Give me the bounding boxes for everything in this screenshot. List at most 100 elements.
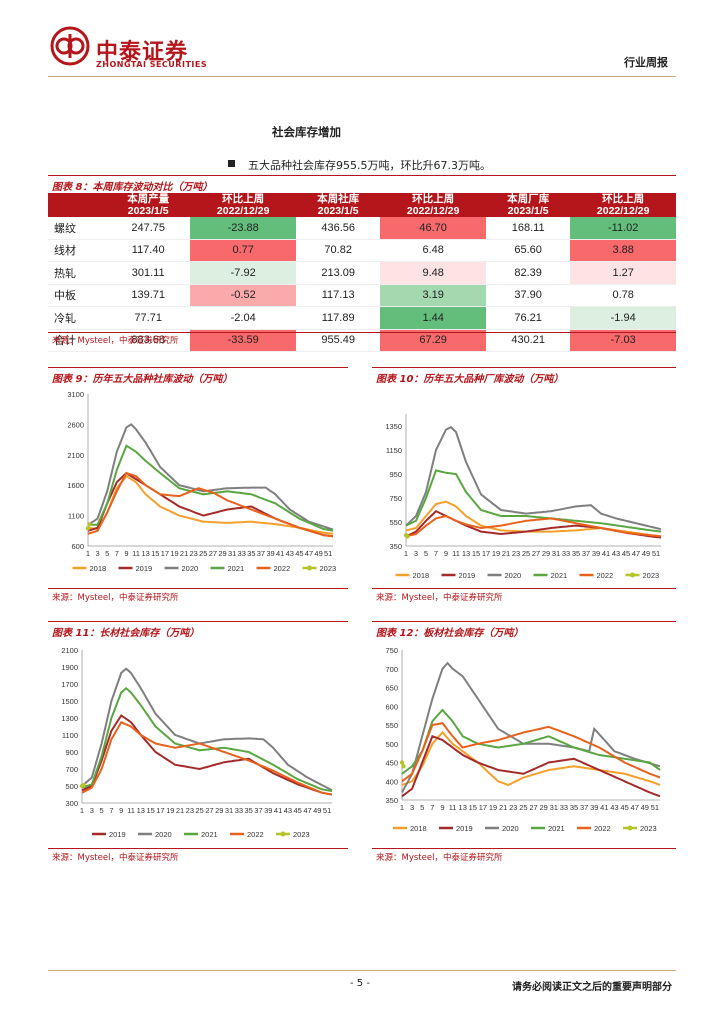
x-tick-label: 15 xyxy=(469,803,477,812)
table-row: 中板 139.71 -0.52 117.13 3.19 37.90 0.78 xyxy=(48,284,676,307)
chart12-source: 来源：Mysteel，中泰证券研究所 xyxy=(376,853,503,863)
chart10-source: 来源：Mysteel，中泰证券研究所 xyxy=(376,593,503,603)
series-2023-point xyxy=(87,522,92,527)
series-2023-point xyxy=(85,526,91,531)
table-cell: 82.39 xyxy=(485,261,571,285)
table-cell: 65.60 xyxy=(485,239,571,262)
table-cell: 117.89 xyxy=(295,306,381,330)
table-source: 来源：Mysteel，中泰证券研究所 xyxy=(52,336,179,346)
x-tick-label: 29 xyxy=(218,549,226,558)
logo-icon xyxy=(50,26,90,66)
chart9-source: 来源：Mysteel，中泰证券研究所 xyxy=(52,593,179,603)
x-tick-label: 37 xyxy=(582,549,590,558)
series-2020-line xyxy=(87,423,334,531)
chart9-bottom-divider xyxy=(48,588,348,589)
header-divider xyxy=(48,76,676,77)
y-tick-label: 650 xyxy=(385,684,398,693)
x-tick-label: 35 xyxy=(570,803,578,812)
x-tick-label: 37 xyxy=(257,549,265,558)
table-cell: 168.11 xyxy=(485,217,571,240)
series-2023-point xyxy=(81,782,86,788)
x-tick-label: 43 xyxy=(610,803,618,812)
legend-label: 2022 xyxy=(597,571,614,580)
y-tick-label: 950 xyxy=(389,470,402,479)
legend-label: 2020 xyxy=(182,564,199,573)
table-title-divider xyxy=(48,175,676,176)
series-2021-line xyxy=(81,686,333,793)
table-cell: 955.49 xyxy=(295,329,381,352)
x-tick-label: 33 xyxy=(560,803,568,812)
x-tick-label: 27 xyxy=(529,803,537,812)
x-tick-label: 31 xyxy=(225,806,233,815)
x-tick-label: 39 xyxy=(592,549,600,558)
table-title: 图表 8：本周库存波动对比（万吨） xyxy=(52,182,213,193)
company-logo xyxy=(50,26,90,66)
x-tick-label: 9 xyxy=(119,806,123,815)
series-2018-line xyxy=(87,474,334,535)
y-tick-label: 1700 xyxy=(61,680,78,689)
y-tick-label: 3100 xyxy=(67,390,84,399)
series-2018-line xyxy=(401,731,661,787)
table-header-cell: 环比上周 2022/12/29 xyxy=(570,193,676,217)
chart11-bottom-divider xyxy=(48,848,348,849)
y-tick-label: 1100 xyxy=(62,731,78,740)
x-tick-label: 11 xyxy=(132,549,140,558)
table-cell: 117.13 xyxy=(295,284,381,307)
x-tick-label: 39 xyxy=(266,549,274,558)
x-tick-label: 23 xyxy=(512,549,520,558)
x-tick-label: 29 xyxy=(539,803,547,812)
x-tick-label: 51 xyxy=(652,549,660,558)
table-cell: 3.88 xyxy=(570,239,676,262)
x-tick-label: 17 xyxy=(161,549,169,558)
table-header-corner xyxy=(48,193,106,217)
legend-marker xyxy=(280,831,286,837)
y-tick-label: 1300 xyxy=(61,714,78,723)
x-tick-label: 7 xyxy=(434,549,438,558)
table-bottom-divider xyxy=(48,332,676,333)
x-tick-label: 1 xyxy=(400,803,404,812)
x-tick-label: 35 xyxy=(244,806,252,815)
legend-marker xyxy=(307,565,312,571)
table-cell: 37.90 xyxy=(485,284,571,307)
legend-label: 2019 xyxy=(459,571,476,580)
table-header-cell: 本周社库 2023/1/5 xyxy=(295,193,381,217)
chart10-title-divider xyxy=(372,367,676,368)
x-tick-label: 17 xyxy=(479,803,487,812)
bullet-text: 五大品种社会库存955.5万吨，环比升67.3万吨。 xyxy=(248,159,491,172)
table-row: 合计 883.68 -33.59 955.49 67.29 430.21 -7.03 xyxy=(48,329,676,352)
x-tick-label: 7 xyxy=(115,549,119,558)
x-tick-label: 33 xyxy=(238,549,246,558)
x-tick-label: 27 xyxy=(205,806,213,815)
y-tick-label: 2100 xyxy=(61,646,78,655)
x-tick-label: 15 xyxy=(146,806,154,815)
x-tick-label: 39 xyxy=(590,803,598,812)
x-tick-label: 43 xyxy=(612,549,620,558)
series-2021-line xyxy=(401,708,661,775)
table-cell: 436.56 xyxy=(295,217,381,240)
table-header-cell: 本周厂库 2023/1/5 xyxy=(485,193,571,217)
legend-label: 2021 xyxy=(228,564,245,573)
footer-divider xyxy=(48,970,676,971)
x-tick-label: 21 xyxy=(502,549,510,558)
y-tick-label: 1900 xyxy=(61,663,78,672)
chart11-title: 图表 11：长材社会库存（万吨） xyxy=(52,628,200,639)
y-tick-label: 1500 xyxy=(61,697,78,706)
table-cell: 67.29 xyxy=(380,329,486,352)
legend-label: 2021 xyxy=(551,571,568,580)
table-row: 热轧 301.11 -7.92 213.09 9.48 82.39 1.27 xyxy=(48,261,676,285)
table-cell: 117.40 xyxy=(106,239,191,262)
x-tick-label: 31 xyxy=(550,803,558,812)
bullet-icon xyxy=(228,160,235,167)
legend-label: 2023 xyxy=(320,564,337,573)
legend-label: 2022 xyxy=(274,564,291,573)
x-tick-label: 27 xyxy=(209,549,217,558)
x-tick-label: 21 xyxy=(499,803,507,812)
y-tick-label: 1350 xyxy=(385,422,402,431)
x-tick-label: 47 xyxy=(305,549,313,558)
company-name: 中泰证券 xyxy=(96,40,189,65)
x-tick-label: 9 xyxy=(124,549,128,558)
x-tick-label: 45 xyxy=(620,803,628,812)
